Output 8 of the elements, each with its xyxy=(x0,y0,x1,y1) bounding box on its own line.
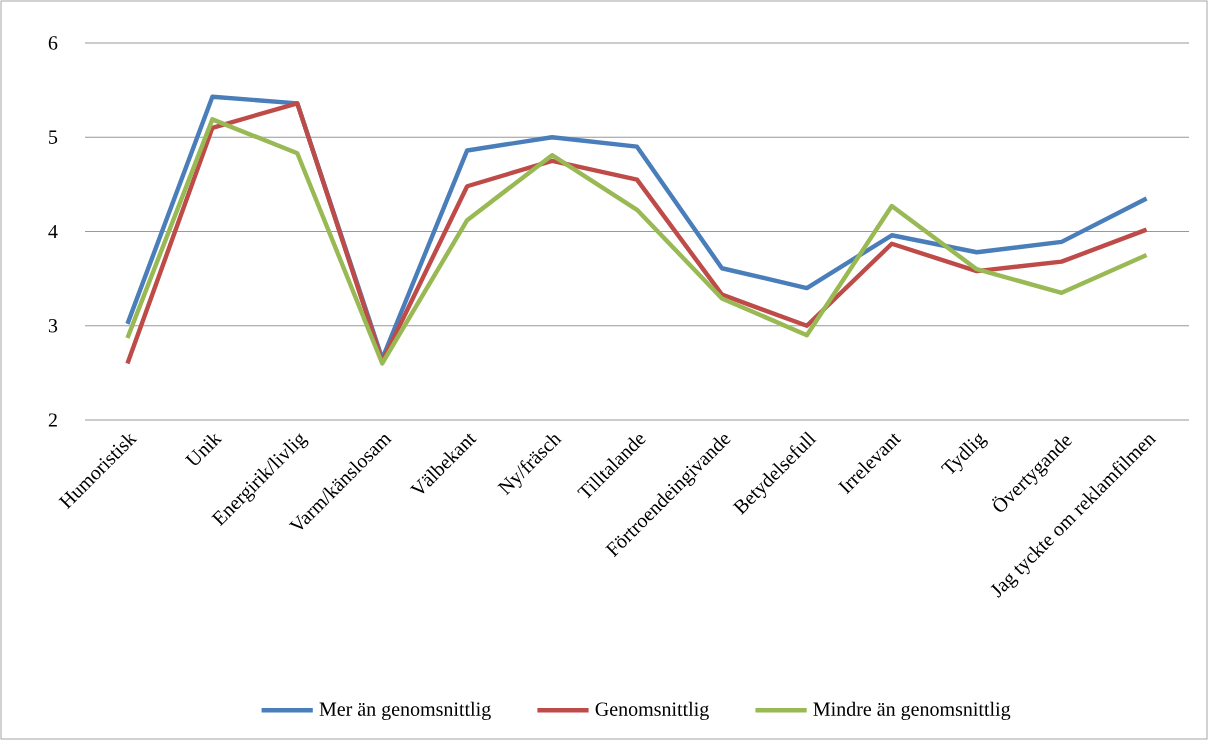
legend-label: Genomsnittlig xyxy=(595,701,709,721)
y-tick-label: 4 xyxy=(48,224,58,239)
y-tick-label: 2 xyxy=(48,413,57,427)
legend-label: Mindre än genomsnittlig xyxy=(813,701,1011,721)
y-tick-label: 3 xyxy=(48,319,58,333)
y-tick-label: 6 xyxy=(48,36,58,50)
legend-label: Mer än genomsnittlig xyxy=(319,701,491,721)
y-tick-label: 5 xyxy=(49,130,58,144)
